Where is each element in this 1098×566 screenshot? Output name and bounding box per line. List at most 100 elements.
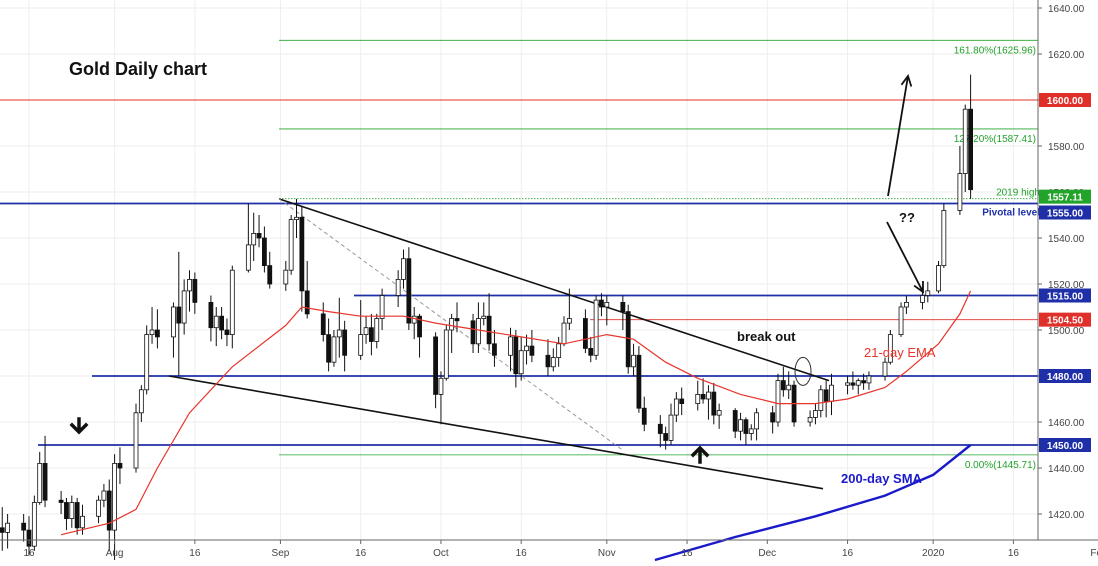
y-tick-label: 1520.00 — [1048, 280, 1085, 291]
candle-body — [58, 499, 64, 503]
candle-body — [401, 258, 406, 280]
candle — [417, 313, 422, 358]
candle — [716, 403, 722, 429]
candle-body — [154, 329, 160, 338]
candle-body — [898, 306, 904, 336]
y-tick-label: 1440.00 — [1048, 464, 1085, 475]
candle — [224, 318, 230, 347]
candle — [556, 336, 562, 367]
downside-arrow-head — [913, 280, 924, 294]
candle — [5, 514, 10, 549]
y-tick-label: 1580.00 — [1048, 142, 1085, 153]
up-arrow-icon — [690, 445, 710, 464]
candle — [251, 212, 257, 261]
candle-body — [192, 278, 198, 303]
candle — [288, 215, 294, 275]
candle-body — [818, 389, 824, 411]
candle-body — [37, 462, 43, 503]
candle-body — [786, 384, 792, 391]
candle — [813, 403, 818, 425]
candle — [117, 447, 123, 485]
candle — [513, 330, 519, 388]
candle-body — [904, 301, 909, 308]
candle — [342, 320, 348, 372]
price-badge — [1039, 369, 1091, 383]
candle — [320, 302, 326, 342]
price-badge-label: 1450.00 — [1047, 441, 1084, 452]
candle — [887, 330, 893, 365]
candle — [518, 336, 524, 381]
candle-body — [668, 414, 674, 441]
candle-body — [732, 410, 738, 432]
candle — [679, 387, 685, 416]
candle — [106, 479, 112, 551]
label-21-day-ema: 21-day EMA — [864, 345, 936, 360]
candle-body — [288, 219, 294, 271]
candle-body — [449, 318, 455, 331]
candle — [138, 385, 144, 422]
candle-body — [342, 329, 348, 356]
candle-body — [26, 529, 32, 547]
candle-body — [486, 315, 492, 345]
candle-body — [941, 209, 947, 266]
candle — [486, 293, 492, 351]
candle-body — [770, 412, 776, 423]
candle-body — [336, 329, 342, 338]
candle — [529, 330, 535, 363]
candle — [208, 295, 214, 342]
candle — [583, 309, 588, 353]
candle — [807, 410, 813, 427]
candle-body — [855, 380, 861, 386]
fib-level-label: 161.80%(1625.96) — [954, 45, 1036, 56]
candle-body — [251, 232, 257, 246]
candle-body — [711, 391, 717, 416]
candle — [326, 318, 332, 372]
candle-body — [171, 306, 176, 338]
candle — [149, 307, 155, 344]
candle-body — [96, 499, 101, 517]
candle-body — [754, 412, 759, 430]
upside-arrow — [887, 75, 909, 197]
candle — [229, 265, 235, 349]
candle-body — [358, 334, 364, 356]
price-badge — [1039, 438, 1091, 452]
candle-body — [920, 295, 925, 303]
candle-body — [331, 336, 337, 363]
candle-body — [829, 384, 834, 402]
candle — [711, 382, 717, 425]
y-tick-label: 1640.00 — [1048, 4, 1085, 15]
candle — [58, 491, 64, 514]
candle-body — [738, 419, 743, 432]
candle — [304, 261, 310, 319]
downside-arrow — [886, 221, 924, 293]
candle — [754, 408, 759, 441]
candle — [738, 412, 743, 441]
candle — [775, 373, 781, 427]
candle — [481, 302, 487, 326]
candle-body — [663, 433, 669, 441]
price-badge-label: 1480.00 — [1047, 372, 1084, 383]
price-badge-label: 1600.00 — [1047, 96, 1084, 107]
candle — [42, 435, 48, 508]
candle-body — [968, 108, 973, 191]
x-tick-label: 2020 — [922, 548, 945, 559]
candle — [631, 343, 636, 376]
candle — [968, 74, 973, 199]
candle-body — [813, 410, 818, 418]
lower-trendline — [168, 375, 824, 490]
chart-title: Gold Daily chart — [69, 59, 207, 79]
candle — [133, 403, 139, 473]
candle-body — [149, 329, 155, 335]
candle-body — [417, 315, 422, 338]
candle-body — [866, 375, 872, 384]
sma-200-line — [654, 444, 972, 562]
label-200-day-sma: 200-day SMA — [841, 471, 923, 486]
candle-body — [620, 301, 626, 312]
candle-body — [363, 327, 369, 336]
fib-level-label: 127.20%(1587.41) — [954, 134, 1036, 145]
candle — [850, 371, 856, 390]
candle — [245, 203, 251, 273]
candle — [770, 405, 776, 434]
candle — [26, 516, 32, 556]
